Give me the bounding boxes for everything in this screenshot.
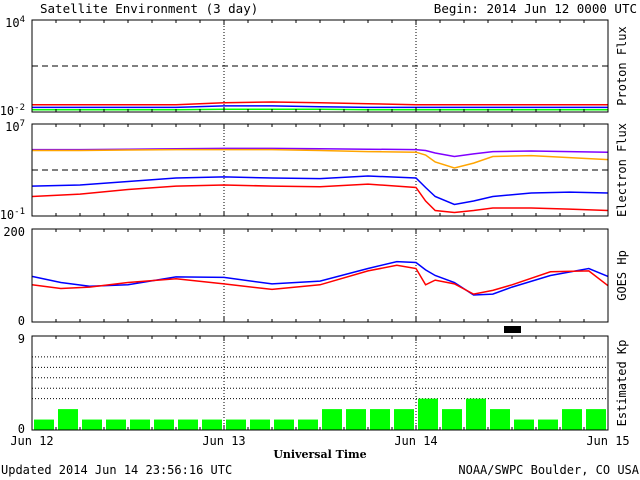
panel-frame [31,228,609,323]
updated-timestamp: Updated 2014 Jun 14 23:56:16 UTC [1,463,232,477]
series-line [31,264,609,295]
eclipse-marker [504,326,521,333]
panel-frame [31,19,609,113]
y-tick-exponent: -1 [14,207,25,217]
series-line [32,147,609,158]
y-tick-label: 104 [5,15,25,30]
kp-bar [274,419,294,430]
kp-bar [250,419,270,430]
kp-bar [538,419,558,430]
kp-bar [106,419,126,430]
y-tick-exponent: -2 [14,103,25,113]
kp-bar [298,419,318,430]
kp-bar [466,398,486,430]
credit-line: NOAA/SWPC Boulder, CO USA [458,463,639,477]
kp-bar [370,409,390,430]
y-tick-label: 9 [18,332,25,346]
series-line [32,148,609,169]
kp-bar [346,409,366,430]
panel-frame [31,123,609,217]
y-tick-label: 0 [18,422,25,436]
kp-bar [514,419,534,430]
series-line [32,101,608,106]
kp-bar [130,419,150,430]
y-tick-exponent: 4 [20,15,25,25]
y-tick-label: 10-1 [0,207,25,222]
series-line [31,183,609,214]
kp-bar [82,419,102,430]
y-tick-exponent: 7 [20,119,25,129]
kp-bar [490,409,510,430]
kp-bar [34,419,54,430]
kp-bar [226,419,246,430]
x-tick-label: Jun 13 [202,434,245,448]
y-tick-label: 0 [18,314,25,328]
kp-bar [58,409,78,430]
x-axis-title: Universal Time [273,448,366,461]
kp-bar [178,419,198,430]
panel-label: GOES Hp [615,250,629,301]
kp-bar [586,409,606,430]
y-tick-label: 107 [5,119,25,134]
panel-label: Estimated Kp [615,340,629,427]
y-tick-label: 10-2 [0,103,25,118]
kp-bar [562,409,582,430]
panel-label: Electron Flux [615,123,629,217]
kp-bar [154,419,174,430]
kp-bar [418,398,438,430]
panel-frame [31,335,609,431]
series-line [31,175,609,206]
y-tick-label: 200 [3,225,25,239]
chart-title: Satellite Environment (3 day) [40,1,258,16]
series-line [31,260,609,296]
kp-bar [322,409,342,430]
kp-bar [394,409,414,430]
kp-bar [442,409,462,430]
panel-label: Proton Flux [615,26,629,105]
x-tick-label: Jun 12 [10,434,53,448]
series-line [32,105,608,109]
begin-time: Begin: 2014 Jun 12 0000 UTC [434,1,637,16]
x-tick-label: Jun 14 [394,434,437,448]
kp-bar [202,419,222,430]
x-tick-label: Jun 15 [586,434,629,448]
